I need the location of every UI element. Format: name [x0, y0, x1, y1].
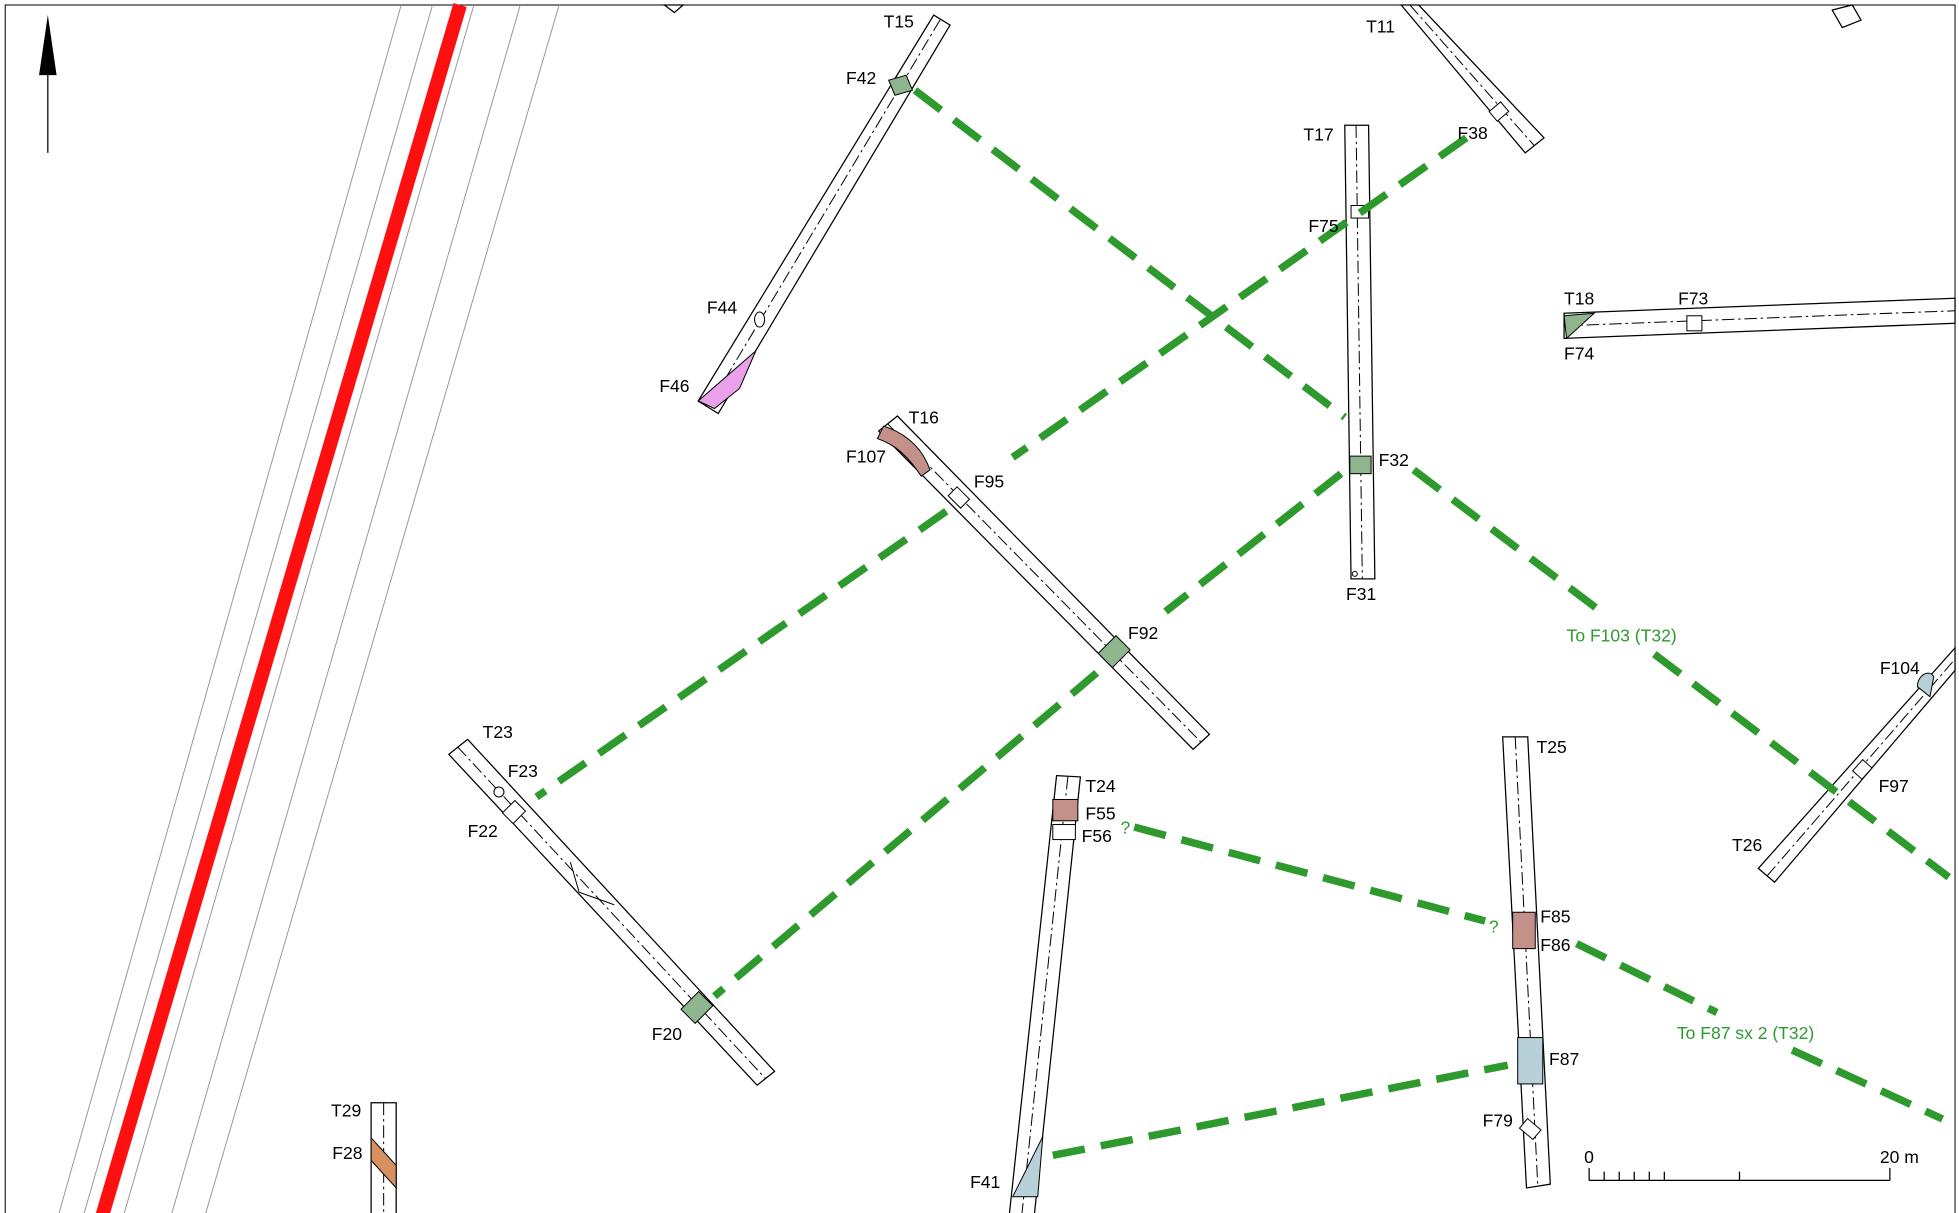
feature-label: T11: [1366, 17, 1395, 37]
feature-label: F75: [1308, 216, 1338, 236]
annotation: ?: [1120, 817, 1130, 837]
feature-label: F38: [1458, 123, 1488, 143]
feature-label: T24: [1085, 776, 1115, 796]
feature-label: T25: [1537, 737, 1567, 757]
feature-label: F74: [1564, 344, 1594, 364]
feature-label: F87: [1549, 1049, 1579, 1069]
feature-label: F97: [1879, 776, 1909, 796]
north-arrow: [39, 15, 57, 153]
feature-label: F56: [1082, 826, 1112, 846]
feature-label: T15: [884, 12, 914, 32]
links: [534, 87, 1952, 1160]
feature-label: F22: [468, 821, 498, 841]
feature-label: F46: [659, 376, 689, 396]
annotation: To F103 (T32): [1567, 626, 1677, 646]
feature-label: F104: [1880, 658, 1920, 678]
feature-label: F73: [1678, 289, 1708, 309]
feature-label: T29: [331, 1101, 361, 1121]
feature-label: T23: [483, 722, 513, 742]
feature-label: F28: [332, 1143, 362, 1163]
feature-label: F41: [970, 1172, 1000, 1192]
feature-label: F95: [974, 471, 1004, 491]
feature-label: F92: [1128, 623, 1158, 643]
road: [58, 3, 560, 1213]
feature-label: F85: [1540, 906, 1570, 926]
frame: [4, 4, 1956, 1213]
annotation: To F87 sx 2 (T32): [1677, 1023, 1814, 1043]
scale-end: 20 m: [1880, 1147, 1919, 1167]
feature-label: F23: [508, 761, 538, 781]
feature-label: F79: [1483, 1111, 1513, 1131]
feature-label: F31: [1346, 584, 1376, 604]
scale-start: 0: [1584, 1147, 1594, 1167]
feature-label: F44: [707, 297, 737, 317]
feature-label: F86: [1540, 935, 1570, 955]
scale-bar: [1588, 1167, 1891, 1182]
feature-label: F55: [1085, 804, 1115, 824]
annotation: ?: [1489, 916, 1499, 936]
feature-label: T18: [1564, 289, 1594, 309]
features: [370, 74, 1935, 1198]
feature-label: F20: [652, 1024, 682, 1044]
feature-label: F42: [846, 68, 876, 88]
feature-label: F32: [1379, 450, 1409, 470]
feature-label: T17: [1303, 124, 1333, 144]
feature-label: T26: [1732, 835, 1762, 855]
feature-label: F107: [846, 446, 886, 466]
feature-label: T16: [909, 408, 939, 428]
